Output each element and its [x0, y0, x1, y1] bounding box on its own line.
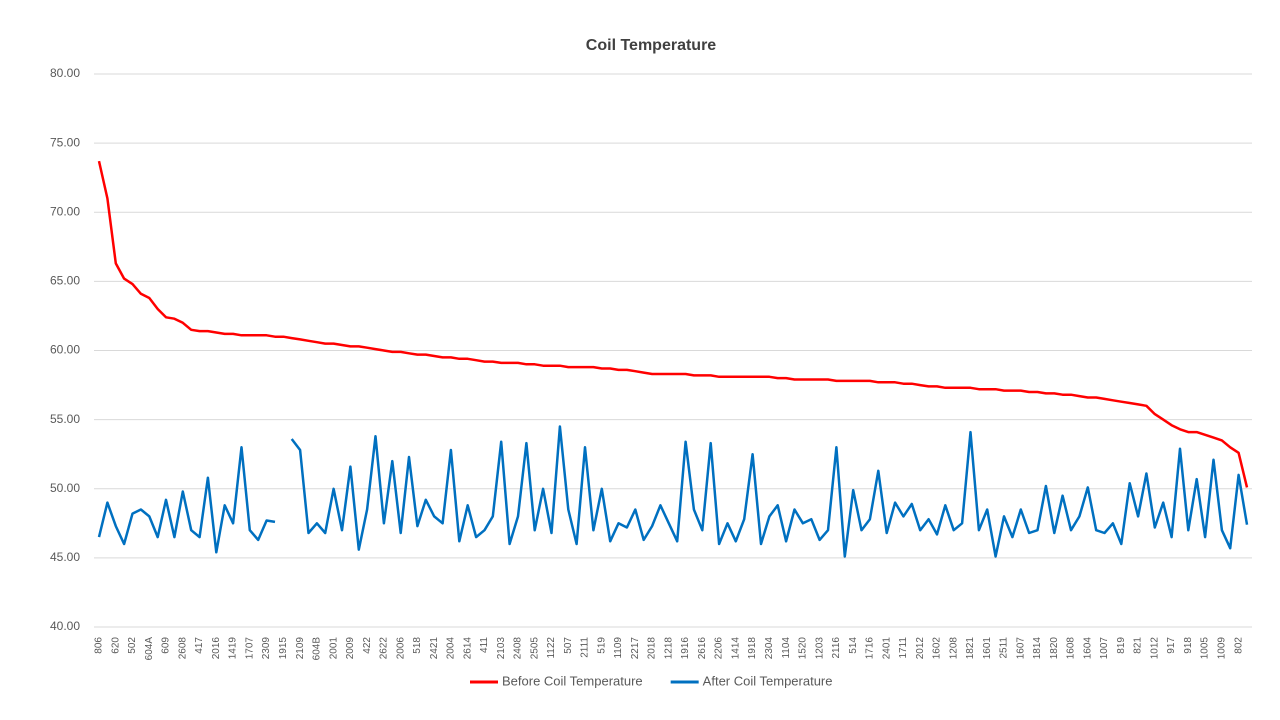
x-tick-label: 1109: [613, 637, 624, 659]
y-tick-label: 80.00: [50, 66, 80, 80]
x-tick-label: 819: [1116, 637, 1127, 654]
x-tick-label: 502: [127, 637, 138, 654]
chart-title: Coil Temperature: [586, 37, 717, 54]
legend-label: After Coil Temperature: [703, 673, 833, 688]
x-tick-label: 1711: [898, 637, 909, 659]
x-tick-label: 821: [1133, 637, 1144, 654]
x-tick-label: 2304: [764, 637, 775, 660]
x-tick-label: 1916: [680, 637, 691, 660]
x-tick-label: 1608: [1066, 637, 1077, 660]
x-tick-label: 2616: [697, 637, 708, 660]
x-tick-label: 1604: [1082, 637, 1093, 660]
x-tick-label: 2006: [395, 637, 406, 660]
x-tick-label: 2012: [915, 637, 926, 660]
x-tick-label: 1203: [814, 637, 825, 660]
x-tick-label: 2505: [529, 637, 540, 660]
y-tick-label: 40.00: [50, 619, 80, 633]
y-tick-label: 45.00: [50, 550, 80, 564]
x-tick-label: 1915: [278, 637, 289, 660]
x-tick-label: 2511: [999, 637, 1010, 659]
x-tick-label: 2016: [211, 637, 222, 660]
x-tick-label: 1419: [228, 637, 239, 660]
x-tick-label: 2001: [328, 637, 339, 660]
legend-label: Before Coil Temperature: [502, 673, 643, 688]
x-tick-label: 604A: [144, 637, 155, 661]
y-tick-label: 70.00: [50, 204, 80, 218]
x-tick-label: 2103: [496, 637, 507, 660]
x-tick-label: 2018: [647, 637, 658, 660]
x-tick-label: 518: [412, 637, 423, 654]
y-tick-label: 50.00: [50, 481, 80, 495]
x-tick-label: 917: [1166, 637, 1177, 654]
x-tick-label: 609: [161, 637, 172, 654]
y-tick-label: 55.00: [50, 412, 80, 426]
x-tick-label: 1208: [948, 637, 959, 660]
x-tick-label: 417: [194, 637, 205, 654]
x-tick-label: 1820: [1049, 637, 1060, 660]
x-tick-label: 2408: [513, 637, 524, 660]
x-tick-label: 1218: [663, 637, 674, 660]
x-tick-label: 1821: [965, 637, 976, 660]
x-tick-label: 1918: [747, 637, 758, 660]
x-tick-label: 1707: [244, 637, 255, 660]
x-tick-label: 1007: [1099, 637, 1110, 660]
x-tick-label: 2111: [580, 637, 591, 658]
x-tick-label: 2004: [446, 637, 457, 660]
x-tick-label: 1602: [932, 637, 943, 660]
x-tick-label: 1009: [1217, 637, 1228, 660]
y-tick-label: 60.00: [50, 343, 80, 357]
x-tick-label: 1122: [546, 637, 557, 659]
x-tick-label: 1814: [1032, 637, 1043, 660]
x-tick-label: 1607: [1015, 637, 1026, 660]
data-line: [290, 425, 1249, 558]
x-tick-label: 2217: [630, 637, 641, 660]
x-tick-label: 2421: [429, 637, 440, 660]
x-tick-label: 2401: [881, 637, 892, 660]
x-tick-label: 1520: [798, 637, 809, 660]
x-tick-label: 1104: [781, 637, 792, 659]
y-tick-label: 65.00: [50, 274, 80, 288]
x-tick-label: 2614: [462, 637, 473, 660]
x-tick-label: 514: [848, 637, 859, 654]
y-tick-label: 75.00: [50, 135, 80, 149]
x-tick-label: 2309: [261, 637, 272, 660]
x-tick-label: 2116: [831, 637, 842, 659]
x-tick-label: 620: [110, 637, 121, 654]
x-tick-label: 2206: [714, 637, 725, 660]
x-tick-label: 918: [1183, 637, 1194, 654]
x-tick-label: 519: [596, 637, 607, 654]
x-tick-label: 507: [563, 637, 574, 654]
x-tick-label: 2109: [295, 637, 306, 660]
x-tick-label: 2608: [177, 637, 188, 660]
x-tick-label: 1414: [730, 637, 741, 660]
x-tick-label: 1005: [1200, 637, 1211, 660]
x-tick-label: 2009: [345, 637, 356, 660]
x-tick-label: 422: [362, 637, 373, 654]
data-line: [97, 446, 276, 554]
x-tick-label: 802: [1233, 637, 1244, 654]
x-tick-label: 1601: [982, 637, 993, 660]
x-tick-label: 604B: [312, 637, 323, 661]
x-tick-label: 1012: [1149, 637, 1160, 660]
x-tick-label: 806: [94, 637, 105, 654]
data-line: [97, 160, 1249, 488]
x-tick-label: 2622: [379, 637, 390, 660]
x-tick-label: 1716: [865, 637, 876, 660]
x-tick-label: 411: [479, 637, 490, 653]
